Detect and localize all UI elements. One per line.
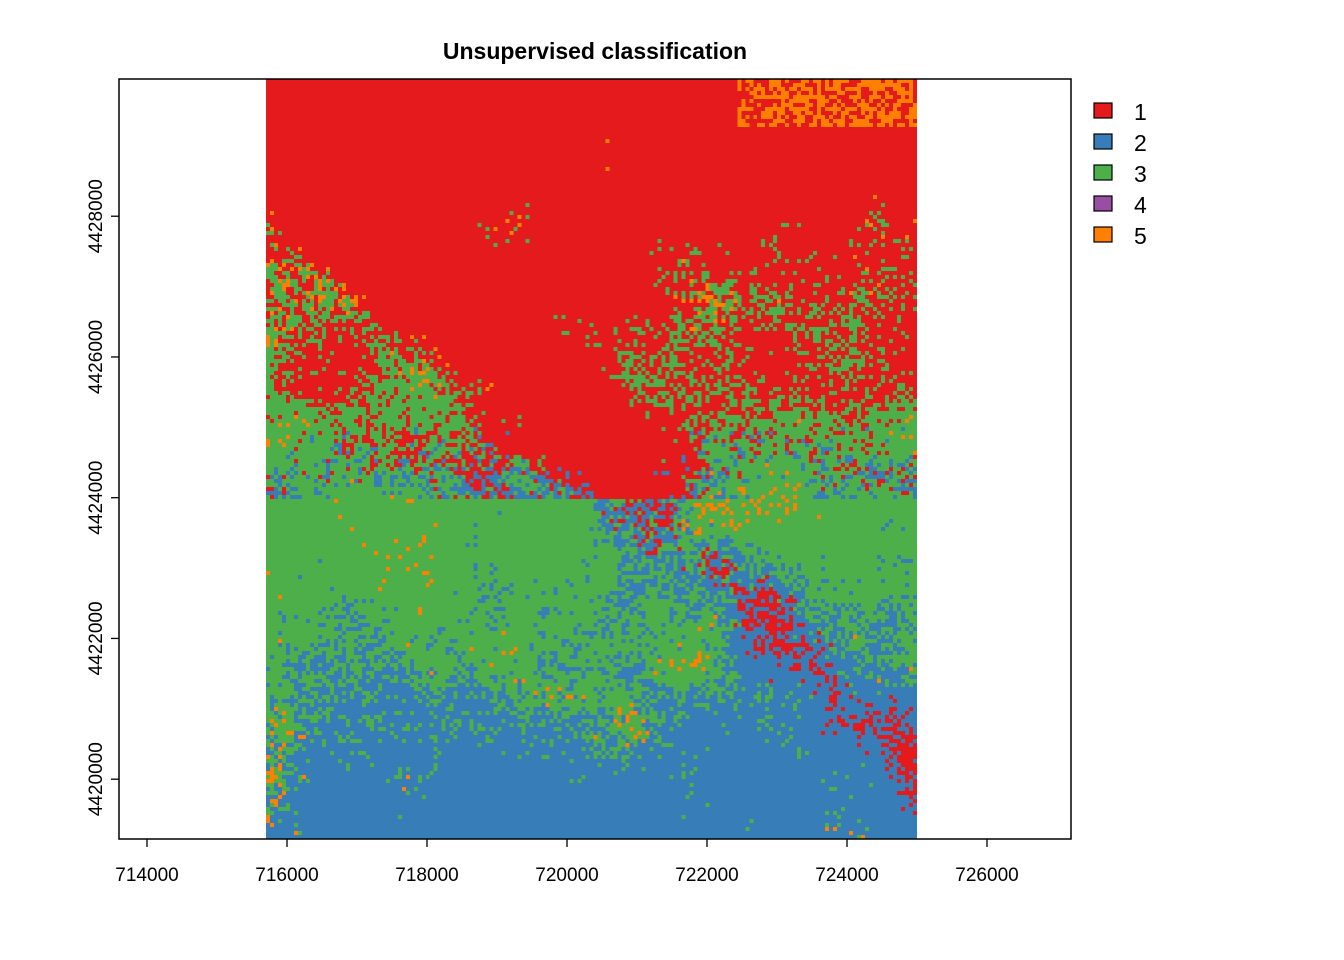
legend-label-1: 1: [1134, 99, 1147, 125]
x-tick-label: 720000: [535, 865, 598, 886]
y-tick-label: 4422000: [86, 601, 107, 675]
x-tick-label: 724000: [815, 865, 878, 886]
x-tick-label: 718000: [395, 865, 458, 886]
y-tick-label: 4428000: [86, 179, 107, 253]
legend-swatch-5: [1093, 226, 1113, 243]
plot-frame: [118, 78, 1072, 840]
legend-label-4: 4: [1134, 192, 1147, 218]
x-tick-label: 716000: [255, 865, 318, 886]
y-axis: 4420000 4422000 4424000 4426000 4428000: [86, 179, 119, 816]
legend-swatch-4: [1093, 195, 1113, 212]
legend-swatch-2: [1093, 133, 1113, 150]
x-tick-label: 714000: [115, 865, 178, 886]
chart-title: Unsupervised classification: [442, 38, 748, 64]
x-tick-label: 726000: [955, 865, 1018, 886]
x-axis: 714000 716000 718000 720000 722000 724000 7260…: [115, 839, 1019, 886]
x-tick-label: 722000: [675, 865, 738, 886]
legend-swatch-3: [1093, 164, 1113, 181]
y-tick-label: 4420000: [86, 742, 107, 816]
y-tick-label: 4424000: [86, 461, 107, 535]
y-tick-label: 4426000: [86, 320, 107, 394]
raster-layer: [266, 79, 917, 839]
classification-raster: [266, 79, 917, 839]
legend-label-5: 5: [1134, 223, 1147, 249]
legend: 1 2 3 4 5: [1093, 99, 1147, 249]
legend-label-2: 2: [1134, 130, 1147, 156]
legend-label-3: 3: [1134, 161, 1147, 187]
legend-swatch-1: [1093, 102, 1113, 119]
